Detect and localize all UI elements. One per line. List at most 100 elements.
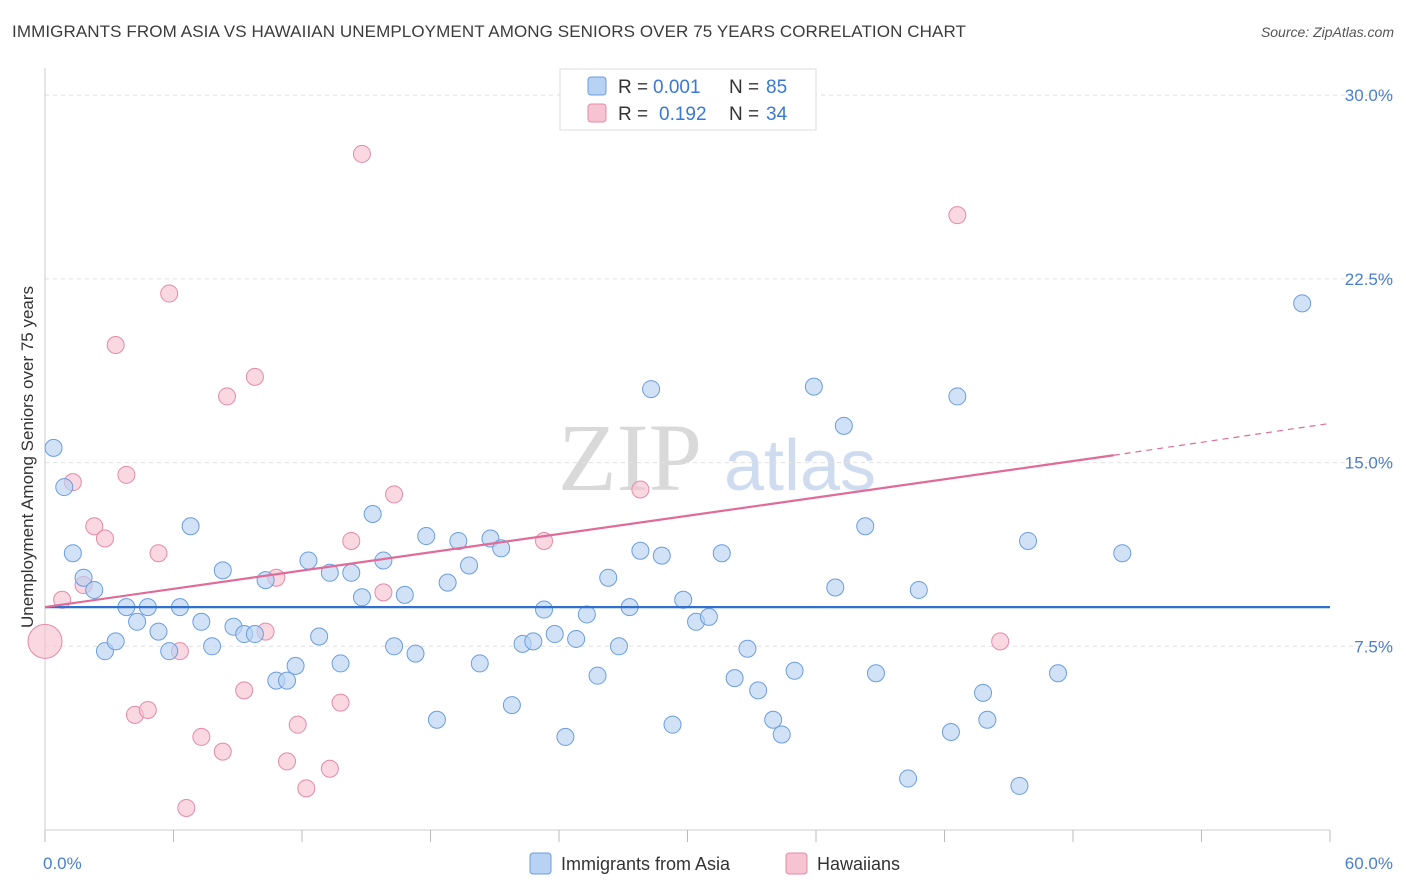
asia-point-55 (631, 541, 650, 560)
legend-swatch-hawaiians (587, 103, 607, 123)
asia-point-10 (149, 622, 168, 641)
asia-point-57 (652, 546, 671, 565)
y-tick-label-1: 15.0% (1345, 454, 1393, 473)
gridlines (45, 94, 1393, 647)
asia-point-72 (856, 517, 875, 536)
hawaiians-point-9 (138, 700, 157, 719)
legend-n-label-2: N = (729, 104, 759, 125)
asia-point-11 (160, 642, 179, 661)
asia-point-32 (385, 637, 404, 656)
hawaiians-point-18 (245, 367, 264, 386)
watermark-atlas: atlas (724, 426, 876, 506)
asia-point-75 (909, 580, 928, 599)
bottom-legend-label-asia: Immigrants from Asia (561, 854, 731, 874)
hawaiians-point-28 (374, 583, 393, 602)
asia-point-29 (352, 588, 371, 607)
asia-point-79 (978, 710, 997, 729)
bottom-legend: Immigrants from Asia Hawaiians (529, 852, 900, 875)
asia-point-8 (128, 612, 147, 631)
asia-point-81 (1019, 531, 1038, 550)
legend-r-value-2: 0.192 (659, 104, 707, 125)
asia-point-46 (535, 600, 554, 619)
asia-point-27 (331, 654, 350, 673)
x-tick-label-0: 0.0% (43, 854, 82, 873)
asia-point-67 (772, 725, 791, 744)
legend-swatch-asia (587, 76, 607, 96)
hawaiians-point-21 (278, 752, 297, 771)
bottom-legend-label-hawaiians: Hawaiians (817, 854, 900, 874)
asia-point-66 (764, 710, 783, 729)
legend: R = 0.001 N = 85 R = 0.192 N = 34 (559, 68, 817, 131)
asia-point-30 (363, 505, 382, 524)
hawaiians-point-25 (331, 693, 350, 712)
asia-point-69 (804, 377, 823, 396)
hawaiians-trend-extension (1113, 422, 1331, 456)
hawaiians-trend-line (44, 454, 1114, 609)
asia-point-40 (470, 654, 489, 673)
y-axis-label: Unemployment Among Seniors over 75 years (18, 286, 37, 628)
asia-points (44, 294, 1312, 795)
hawaiians-point-4 (85, 517, 104, 536)
asia-point-51 (588, 666, 607, 685)
asia-point-23 (286, 656, 305, 675)
asia-point-73 (866, 664, 885, 683)
asia-point-26 (320, 563, 339, 582)
asia-point-43 (502, 696, 521, 715)
asia-point-37 (438, 573, 457, 592)
asia-point-16 (213, 561, 232, 580)
hawaiians-point-14 (192, 727, 211, 746)
hawaiians-point-24 (320, 759, 339, 778)
asia-point-22 (278, 671, 297, 690)
asia-point-15 (203, 637, 222, 656)
hawaiians-point-33 (991, 632, 1010, 651)
hawaiians-point-17 (235, 681, 254, 700)
hawaiians-point-10 (149, 544, 168, 563)
hawaiians-point-6 (106, 335, 125, 354)
asia-point-70 (826, 578, 845, 597)
axis-ticks: 0.0% 60.0% 7.5% 15.0% 22.5% 30.0% (43, 86, 1393, 873)
asia-point-62 (712, 544, 731, 563)
hawaiians-point-27 (352, 144, 371, 163)
legend-r-label-1: R = (618, 77, 648, 98)
chart-title: IMMIGRANTS FROM ASIA VS HAWAIIAN UNEMPLO… (12, 22, 967, 41)
hawaiians-points (27, 144, 1010, 817)
hawaiians-point-26 (342, 531, 361, 550)
asia-point-71 (834, 416, 853, 435)
asia-point-42 (492, 539, 511, 558)
asia-point-80 (1010, 776, 1029, 795)
hawaiians-point-29 (385, 485, 404, 504)
asia-point-36 (427, 710, 446, 729)
asia-point-59 (674, 590, 693, 609)
legend-n-value-1: 85 (766, 77, 787, 98)
hawaiians-point-7 (117, 465, 136, 484)
legend-r-value-1: 0.001 (653, 77, 701, 98)
asia-point-35 (417, 527, 436, 546)
asia-point-84 (1293, 294, 1312, 313)
asia-point-77 (948, 387, 967, 406)
y-tick-label-3: 30.0% (1345, 86, 1393, 105)
hawaiians-point-5 (95, 529, 114, 548)
y-tick-label-2: 22.5% (1345, 270, 1393, 289)
asia-point-78 (974, 683, 993, 702)
asia-point-34 (406, 644, 425, 663)
asia-point-1 (55, 478, 74, 497)
asia-point-82 (1049, 664, 1068, 683)
bottom-legend-swatch-asia (529, 852, 552, 875)
asia-point-65 (749, 681, 768, 700)
asia-point-76 (941, 723, 960, 742)
asia-point-58 (663, 715, 682, 734)
hawaiians-point-32 (948, 206, 967, 225)
hawaiians-point-15 (213, 742, 232, 761)
hawaiians-point-16 (218, 387, 237, 406)
source-label: Source: ZipAtlas.com (1260, 24, 1394, 40)
y-tick-label-0: 7.5% (1354, 637, 1393, 656)
asia-point-50 (577, 605, 596, 624)
watermark-zip: ZIP (558, 404, 702, 511)
hawaiians-point-22 (288, 715, 307, 734)
asia-point-68 (785, 661, 804, 680)
asia-point-33 (395, 585, 414, 604)
legend-n-label-1: N = (729, 77, 759, 98)
asia-point-64 (738, 639, 757, 658)
asia-point-39 (460, 556, 479, 575)
